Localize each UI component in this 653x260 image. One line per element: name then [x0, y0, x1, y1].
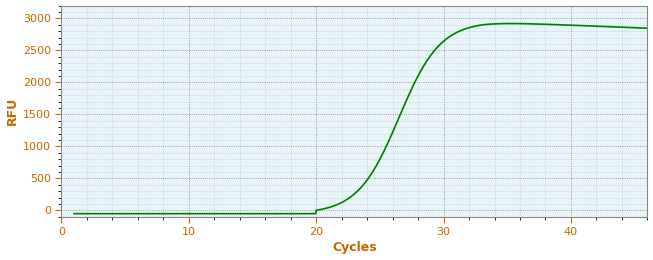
X-axis label: Cycles: Cycles [332, 242, 377, 255]
Y-axis label: RFU: RFU [6, 97, 18, 125]
